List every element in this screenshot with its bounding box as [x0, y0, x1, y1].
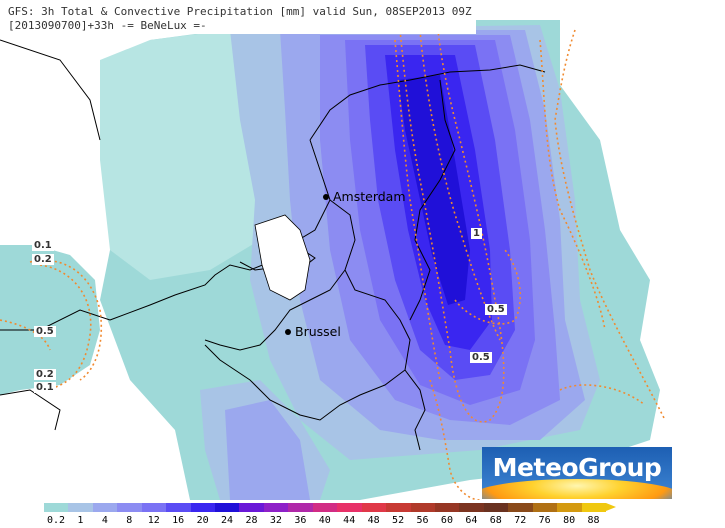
precipitation-map [0, 20, 666, 501]
city-marker-amsterdam [323, 194, 329, 200]
legend-swatch [288, 503, 314, 512]
legend-label: 40 [318, 515, 331, 526]
legend-swatch [239, 503, 265, 512]
legend-swatch [361, 503, 387, 512]
legend-swatch [263, 503, 289, 512]
legend-swatch [68, 503, 94, 512]
legend-label: 36 [294, 515, 307, 526]
legend-label: 60 [440, 515, 453, 526]
contour-label: 0.1 [34, 382, 56, 393]
legend-label: 24 [221, 515, 234, 526]
contour-label: 0.5 [470, 352, 492, 363]
contour-label: 1 [471, 228, 482, 239]
legend-swatch [44, 503, 69, 512]
legend-label: 76 [538, 515, 551, 526]
legend-label: 52 [392, 515, 405, 526]
legend-swatch [190, 503, 216, 512]
meteogroup-logo: MeteoGroup [482, 447, 672, 499]
legend-swatch [410, 503, 436, 512]
legend-swatch [312, 503, 338, 512]
logo-text: MeteoGroup [492, 453, 662, 482]
legend-label: 44 [343, 515, 356, 526]
country-borders [0, 39, 546, 451]
map-canvas [0, 20, 666, 501]
legend-label: 20 [196, 515, 209, 526]
contour-label: 0.5 [485, 304, 507, 315]
logo-sun-glow [482, 479, 672, 499]
header-line-2: [2013090700]+33h -= BeNeLux =- [8, 19, 207, 32]
legend-label: 48 [367, 515, 380, 526]
legend-swatch [141, 503, 167, 512]
legend-swatch [337, 503, 363, 512]
legend-label: 68 [489, 515, 502, 526]
legend-label: 88 [587, 515, 600, 526]
legend-swatch [166, 503, 192, 512]
legend-label: 56 [416, 515, 429, 526]
legend-arrow [606, 503, 616, 511]
legend-swatch [215, 503, 240, 512]
legend-swatch [532, 503, 558, 512]
coastal-water [254, 214, 311, 301]
precip-contours [0, 29, 666, 501]
legend-label: 4 [101, 515, 108, 526]
legend-label: 1 [77, 515, 84, 526]
header-line-1: GFS: 3h Total & Convective Precipitation… [8, 5, 472, 18]
city-marker-brussel [285, 329, 291, 335]
legend-swatch [117, 503, 143, 512]
legend-swatch [581, 503, 607, 512]
contour-label: 0.5 [34, 326, 56, 337]
precip-area-light-northwest [100, 30, 280, 280]
legend-label: 12 [147, 515, 160, 526]
legend-swatch [92, 503, 118, 512]
contour-label: 0.2 [32, 254, 54, 265]
city-label-amsterdam: Amsterdam [333, 189, 406, 204]
legend-swatch [508, 503, 534, 512]
legend-label: 80 [563, 515, 576, 526]
legend-label: 16 [172, 515, 185, 526]
map-header: GFS: 3h Total & Convective Precipitation… [6, 4, 476, 34]
color-legend [44, 503, 616, 512]
legend-label: 28 [245, 515, 258, 526]
legend-swatch [483, 503, 509, 512]
contour-label: 0.1 [32, 240, 54, 251]
precip-area-light-west [0, 245, 100, 395]
legend-swatch [459, 503, 485, 512]
legend-label: 72 [514, 515, 527, 526]
legend-label: 8 [126, 515, 133, 526]
precip-area-24 [398, 75, 470, 305]
legend-swatch [557, 503, 583, 512]
legend-swatch [434, 503, 460, 512]
legend-label: 0.2 [46, 515, 66, 526]
precip-area-4-south [225, 400, 310, 500]
contour-label: 0.2 [34, 369, 56, 380]
legend-label: 32 [269, 515, 282, 526]
city-label-brussel: Brussel [295, 324, 341, 339]
legend-label: 64 [465, 515, 478, 526]
legend-swatch [386, 503, 411, 512]
